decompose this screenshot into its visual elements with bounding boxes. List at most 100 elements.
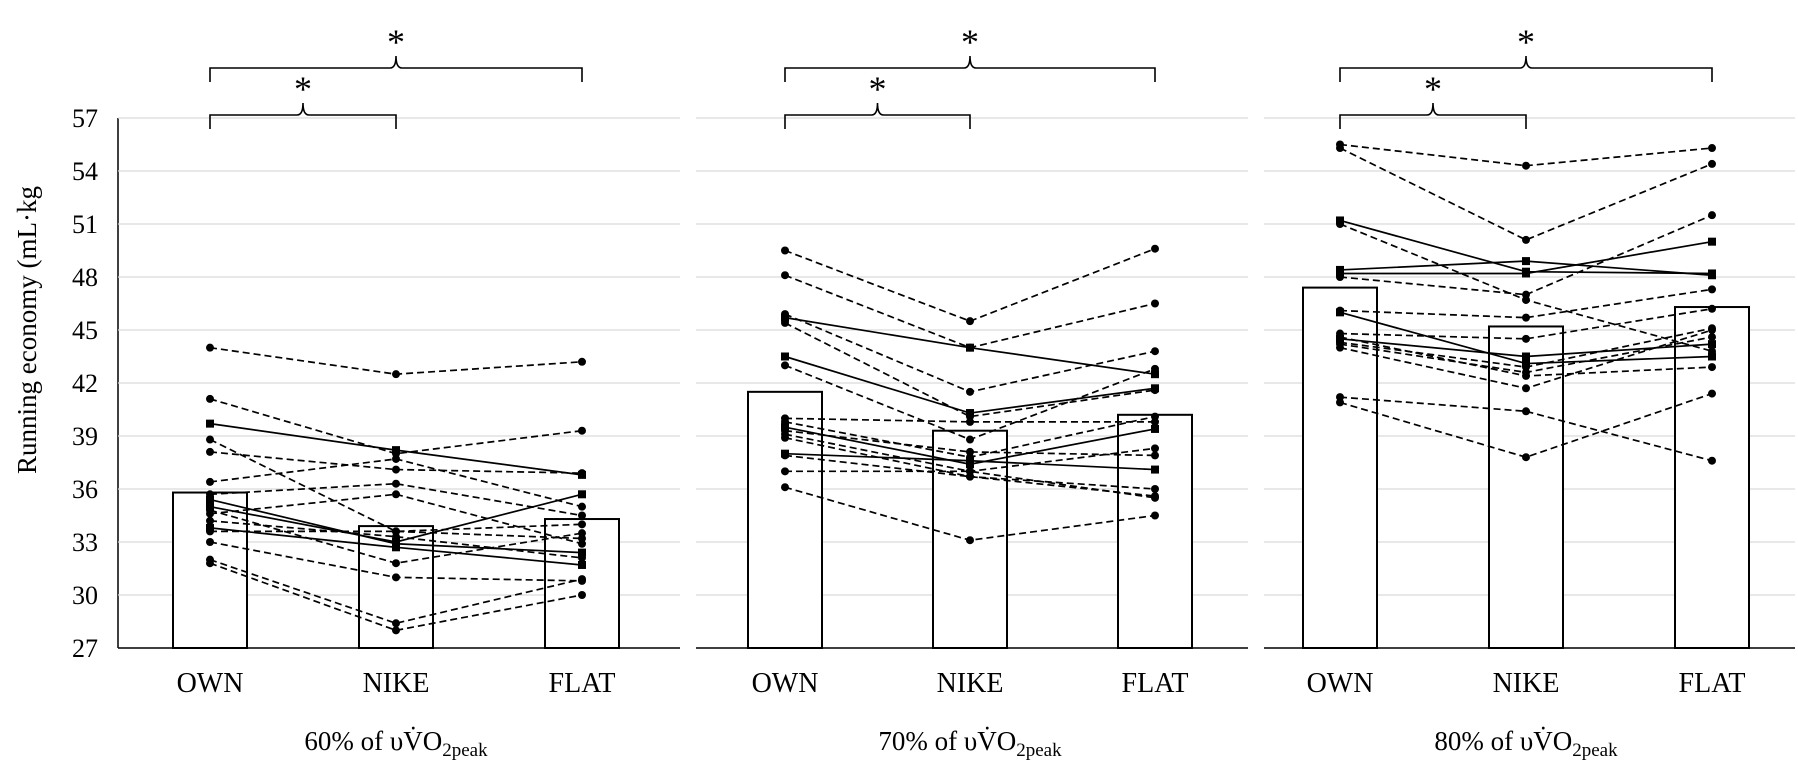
x-tick-label: NIKE (363, 668, 430, 699)
participant-marker-dot (1708, 159, 1716, 168)
y-tick-label: 33 (72, 528, 98, 557)
participant-line (209, 438, 583, 533)
panel-label: 60% of υV̇O2peak (304, 726, 488, 761)
significance-bracket (784, 55, 1156, 82)
y-tick-label: 51 (72, 210, 98, 239)
panel-1: OWN NIKE FLAT 60% of υV̇O2peak * * (118, 22, 680, 761)
participant-marker-dot (392, 626, 400, 635)
participant-marker-dot (392, 454, 400, 463)
participant-marker-square (392, 538, 400, 546)
participant-marker-dot (781, 426, 789, 435)
participant-marker-dot (578, 469, 586, 478)
participant-marker-dot (781, 246, 789, 255)
participant-marker-dot (578, 520, 586, 529)
participant-line (784, 417, 1155, 423)
y-tick-label: 57 (72, 104, 98, 133)
participant-marker-square (206, 419, 214, 428)
participant-line (1339, 307, 1713, 340)
participant-marker-dot (781, 433, 789, 442)
chart-panels: OWN NIKE FLAT 60% of υV̇O2peak * * OWN NIKE FLAT… (118, 22, 1795, 761)
significance-asterisk: * (961, 22, 979, 62)
panel-label: 80% of υV̇O2peak (1434, 726, 1618, 761)
participant-marker-dot (578, 426, 586, 435)
participant-marker-dot (1522, 290, 1530, 299)
panel-3: OWN NIKE FLAT 80% of υV̇O2peak * * (1264, 22, 1795, 761)
participant-marker-dot (578, 511, 586, 520)
panel-2: OWN NIKE FLAT 70% of υV̇O2peak * * (696, 22, 1248, 761)
participant-marker-square (206, 495, 214, 504)
participant-line (209, 562, 583, 632)
participant-marker-square (966, 343, 974, 352)
significance-bracket (209, 102, 397, 129)
participant-marker-dot (966, 417, 974, 426)
participant-marker-dot (1708, 333, 1716, 342)
participant-marker-dot (392, 490, 400, 499)
x-tick-label: NIKE (1493, 668, 1560, 699)
x-tick-label: FLAT (1679, 668, 1746, 699)
participant-marker-square (966, 409, 974, 418)
participant-marker-dot (392, 559, 400, 568)
significance-asterisk: * (294, 69, 312, 109)
participant-marker-square (781, 352, 789, 361)
participant-marker-dot (1336, 273, 1344, 281)
participant-marker-square (1336, 308, 1344, 317)
significance-asterisk: * (1517, 22, 1535, 62)
participant-marker-dot (781, 483, 789, 492)
participant-marker-dot (1708, 456, 1716, 465)
participant-marker-dot (1151, 493, 1159, 502)
participant-marker-dot (1151, 451, 1159, 460)
participant-marker-dot (781, 271, 789, 280)
participant-marker-dot (1708, 304, 1716, 313)
y-tick-label: 30 (72, 581, 98, 610)
participant-marker-dot (1708, 144, 1716, 153)
participant-marker-dot (392, 479, 400, 488)
participant-marker-dot (1336, 398, 1344, 407)
participant-marker-dot (1522, 371, 1530, 380)
participant-line (209, 451, 583, 474)
significance-asterisk: * (1424, 69, 1442, 109)
participant-marker-square (1708, 340, 1716, 349)
participant-marker-dot (781, 467, 789, 476)
participant-line (1339, 396, 1713, 462)
participant-marker-square (1522, 352, 1530, 361)
participant-marker-dot (1151, 444, 1159, 453)
participant-line (784, 313, 1156, 393)
participant-marker-dot (781, 451, 789, 460)
participant-line (1339, 147, 1713, 241)
participant-marker-dot (578, 357, 586, 366)
participant-line (785, 470, 1156, 499)
participant-marker-dot (1522, 334, 1530, 343)
y-tick-label: 39 (72, 422, 98, 451)
y-tick-label: 42 (72, 369, 98, 398)
participant-marker-dot (1336, 220, 1344, 228)
participant-marker-dot (1151, 244, 1159, 253)
participant-marker-dot (206, 516, 214, 525)
y-axis: 57 54 51 48 45 42 39 36 33 30 27 (72, 104, 119, 663)
participant-marker-dot (1522, 313, 1530, 322)
participant-marker-dot (206, 447, 214, 456)
participant-marker-square (1522, 257, 1530, 266)
participant-marker-dot (1336, 144, 1344, 153)
participant-marker-square (1708, 237, 1716, 246)
participant-marker-dot (1522, 235, 1530, 244)
participant-marker-dot (578, 502, 586, 511)
participant-marker-dot (392, 370, 400, 379)
participant-marker-square (966, 456, 974, 465)
participant-marker-dot (578, 553, 586, 562)
participant-marker-dot (206, 538, 214, 546)
participant-line (209, 482, 583, 517)
y-tick-label: 36 (72, 475, 98, 504)
significance-bracket (784, 102, 971, 129)
participant-line (209, 558, 583, 625)
significance-asterisk: * (869, 69, 887, 109)
participant-marker-dot (966, 435, 974, 444)
participant-marker-dot (206, 477, 214, 486)
participant-marker-square (1151, 424, 1159, 433)
participant-line (210, 530, 583, 540)
participant-marker-square (578, 490, 586, 499)
significance-bracket (1339, 102, 1527, 129)
participant-marker-dot (1151, 347, 1159, 356)
x-tick-label: OWN (752, 668, 819, 699)
participant-marker-dot (1336, 333, 1344, 342)
participant-marker-square (1522, 269, 1530, 278)
